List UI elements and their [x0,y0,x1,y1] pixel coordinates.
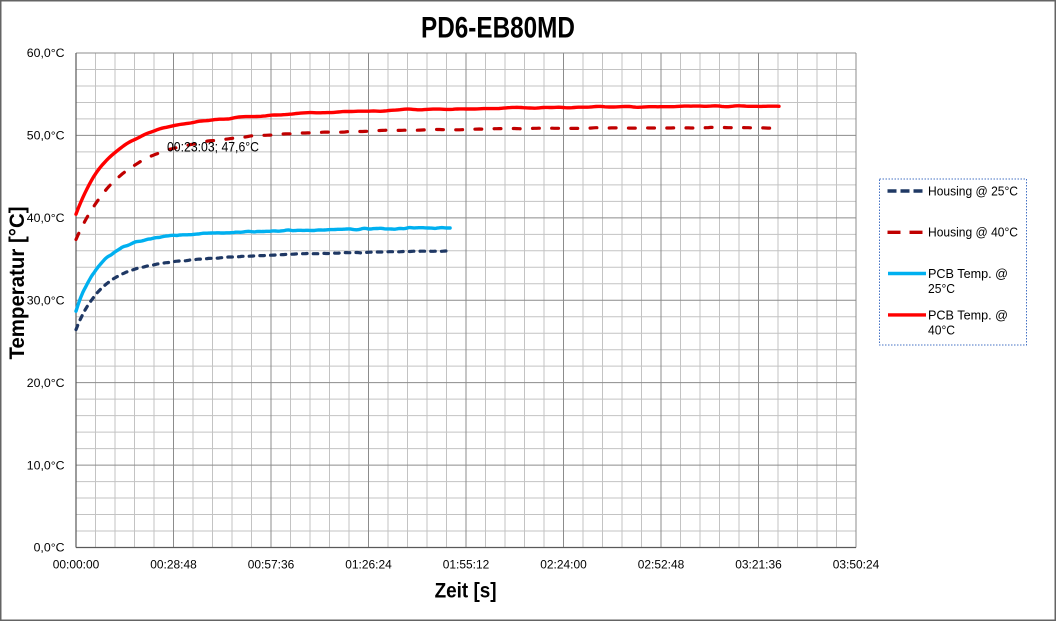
svg-text:01:26:24: 01:26:24 [345,560,392,572]
svg-text:03:50:24: 03:50:24 [833,560,880,572]
svg-text:00:00:00: 00:00:00 [53,560,100,572]
svg-text:Housing @ 40°C: Housing @ 40°C [928,225,1018,240]
svg-text:Zeit [s]: Zeit [s] [435,580,497,603]
svg-text:PD6-EB80MD: PD6-EB80MD [421,12,575,45]
svg-text:50,0°C: 50,0°C [27,129,65,143]
svg-text:PCB Temp. @: PCB Temp. @ [928,266,1008,281]
svg-text:40°C: 40°C [928,323,955,338]
svg-text:60,0°C: 60,0°C [27,46,65,60]
svg-text:40,0°C: 40,0°C [27,211,65,225]
svg-text:Temperatur [°C]: Temperatur [°C] [6,207,29,360]
svg-text:02:52:48: 02:52:48 [638,560,685,572]
svg-text:PCB Temp. @: PCB Temp. @ [928,307,1008,322]
svg-text:00:57:36: 00:57:36 [248,560,295,572]
svg-text:00:23:03; 47,6°C: 00:23:03; 47,6°C [167,139,259,155]
svg-text:01:55:12: 01:55:12 [443,560,490,572]
svg-text:03:21:36: 03:21:36 [735,560,782,572]
svg-text:02:24:00: 02:24:00 [540,560,587,572]
svg-text:00:28:48: 00:28:48 [150,560,197,572]
svg-text:Housing @ 25°C: Housing @ 25°C [928,184,1018,199]
svg-text:0,0°C: 0,0°C [34,541,65,555]
svg-text:25°C: 25°C [928,281,955,296]
svg-text:10,0°C: 10,0°C [27,458,65,472]
svg-text:30,0°C: 30,0°C [27,293,65,307]
svg-text:20,0°C: 20,0°C [27,376,65,390]
